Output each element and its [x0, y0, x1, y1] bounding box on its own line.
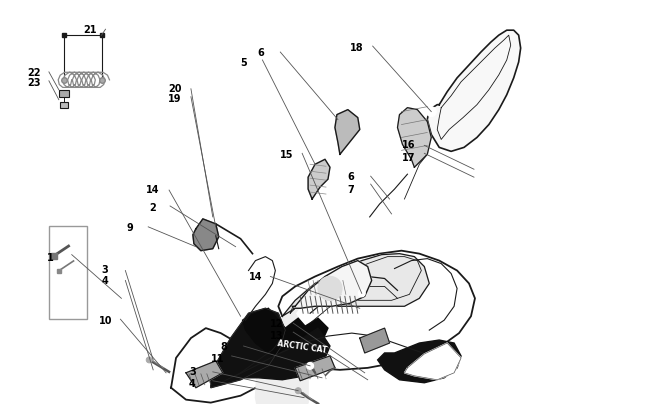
Text: 22: 22	[27, 68, 40, 78]
Polygon shape	[359, 328, 389, 353]
Polygon shape	[292, 261, 372, 309]
Circle shape	[146, 357, 152, 363]
Polygon shape	[427, 31, 521, 152]
Circle shape	[358, 290, 365, 297]
Text: 21: 21	[84, 25, 97, 35]
Circle shape	[426, 107, 436, 117]
FancyBboxPatch shape	[60, 102, 68, 109]
Polygon shape	[398, 109, 431, 168]
Text: 4: 4	[189, 378, 196, 388]
Text: 10: 10	[99, 315, 112, 325]
FancyBboxPatch shape	[59, 91, 69, 98]
Polygon shape	[308, 160, 330, 200]
Text: ARCTIC CAT: ARCTIC CAT	[277, 338, 328, 354]
Polygon shape	[335, 111, 359, 155]
Text: 11: 11	[211, 353, 224, 363]
Text: 17: 17	[402, 153, 415, 163]
Text: 14: 14	[146, 185, 160, 195]
Polygon shape	[378, 340, 461, 383]
Text: 13: 13	[270, 330, 284, 340]
Circle shape	[318, 277, 342, 301]
Polygon shape	[404, 343, 461, 380]
Text: 16: 16	[402, 140, 415, 150]
Circle shape	[365, 377, 370, 383]
Polygon shape	[295, 356, 335, 381]
Text: 9: 9	[126, 222, 133, 232]
Text: 8: 8	[221, 341, 228, 351]
Polygon shape	[171, 251, 475, 403]
Polygon shape	[193, 220, 219, 251]
Polygon shape	[186, 361, 223, 388]
Text: 6: 6	[348, 172, 355, 182]
Text: 19: 19	[168, 94, 181, 103]
Text: 3: 3	[101, 264, 109, 274]
Text: 12: 12	[270, 318, 284, 328]
Polygon shape	[255, 281, 318, 405]
Polygon shape	[282, 254, 429, 316]
Polygon shape	[242, 309, 328, 363]
Text: 20: 20	[168, 83, 181, 94]
Text: 14: 14	[248, 272, 262, 282]
Circle shape	[307, 362, 313, 369]
Text: 5: 5	[240, 58, 248, 68]
Circle shape	[362, 370, 368, 376]
Text: 18: 18	[350, 43, 363, 53]
Text: 4: 4	[101, 276, 109, 286]
Polygon shape	[211, 309, 285, 388]
Circle shape	[468, 169, 480, 181]
Text: 2: 2	[150, 202, 156, 213]
Polygon shape	[216, 328, 330, 380]
Text: 3: 3	[189, 366, 196, 376]
Bar	[49, 227, 88, 319]
Text: 1: 1	[47, 252, 54, 262]
Text: 23: 23	[27, 78, 40, 87]
Text: 6: 6	[257, 48, 264, 58]
Circle shape	[319, 375, 325, 381]
Circle shape	[295, 388, 301, 394]
Text: 7: 7	[348, 185, 355, 195]
Text: 15: 15	[280, 150, 294, 160]
